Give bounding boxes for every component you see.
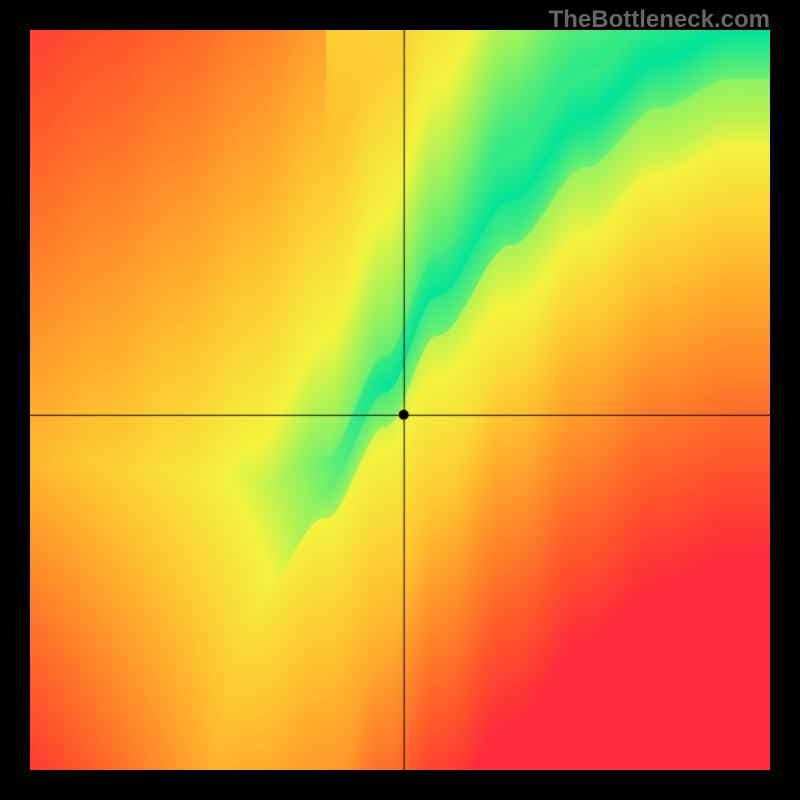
watermark-text: TheBottleneck.com	[549, 6, 770, 34]
heatmap-plot	[30, 30, 770, 770]
heatmap-canvas	[30, 30, 770, 770]
